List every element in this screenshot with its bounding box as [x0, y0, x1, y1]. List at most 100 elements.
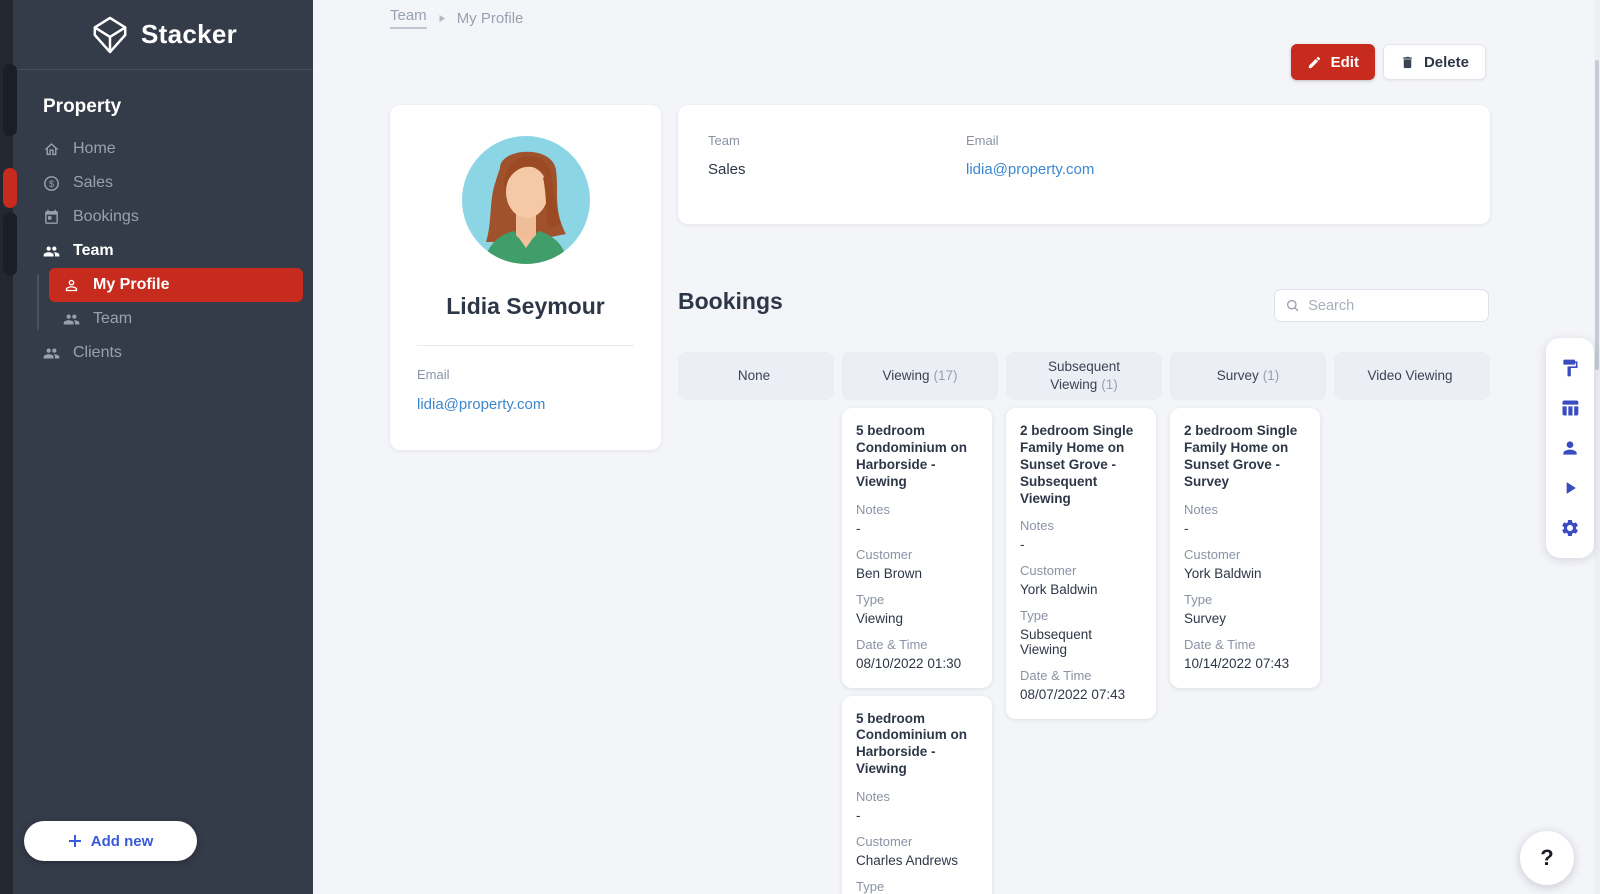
pencil-icon [1308, 56, 1320, 68]
scrollbar[interactable] [1594, 0, 1600, 894]
user-tool-button[interactable] [1550, 428, 1590, 468]
sidebar-item-sales[interactable]: $ Sales [29, 166, 303, 200]
booking-card-title: 2 bedroom Single Family Home on Sunset G… [1020, 423, 1134, 506]
card-field-value: Survey [1184, 610, 1227, 626]
edit-button[interactable]: Edit [1290, 44, 1375, 80]
card-field-label: Date & Time [856, 636, 928, 652]
table-icon [1562, 400, 1579, 416]
card-field-label: Date & Time [1020, 668, 1092, 684]
booking-card-title: 5 bedroom Condominium on Harborside - Vi… [856, 423, 967, 489]
trash-icon [1403, 56, 1412, 68]
sidebar-item-label: Clients [73, 344, 122, 361]
sidebar-item-my-profile[interactable]: My Profile [49, 268, 303, 302]
sidebar-section-title: Property [43, 96, 122, 117]
dollar-coin-icon: $ [44, 175, 59, 191]
field-label: Email [966, 133, 999, 148]
card-field-label: Type [856, 879, 885, 894]
delete-button[interactable]: Delete [1382, 44, 1486, 80]
card-field-label: Notes [856, 789, 890, 804]
card-field-value: York Baldwin [1020, 582, 1098, 598]
profile-email-label: Email [417, 367, 450, 382]
people-icon [63, 314, 80, 324]
card-field-value: - [1184, 520, 1189, 536]
gear-icon [1562, 520, 1578, 536]
bookings-section-title: Bookings [678, 288, 783, 314]
people-icon [43, 246, 60, 256]
sidebar-item-team[interactable]: Team [29, 234, 303, 268]
paint-roller-icon [1563, 359, 1578, 377]
column-count: (1) [1262, 368, 1280, 384]
column-header: Subsequent Viewing (1) [1006, 352, 1162, 400]
settings-tool-button[interactable] [1550, 508, 1590, 548]
column-label: Survey [1216, 368, 1259, 384]
breadcrumb-team-link[interactable]: Team [390, 7, 427, 29]
board-column-video-viewing: Video Viewing [1334, 352, 1490, 894]
card-field-value: 08/07/2022 07:43 [1020, 687, 1126, 703]
card-field-label: Type [856, 591, 885, 607]
booking-card[interactable]: 2 bedroom Single Family Home on Sunset G… [1006, 408, 1156, 720]
sidebar-item-label: Sales [73, 174, 114, 191]
sidebar-item-clients[interactable]: Clients [29, 336, 303, 370]
sidebar-nav: Home $ Sales Bookings Team My Profile Te… [13, 128, 313, 370]
breadcrumb: Team My Profile [390, 7, 523, 29]
booking-card[interactable]: 2 bedroom Single Family Home on Sunset G… [1170, 408, 1320, 688]
email-link[interactable]: lidia@property.com [966, 161, 1095, 178]
sidebar-item-bookings[interactable]: Bookings [29, 200, 303, 234]
board-column-subsequent-viewing: Subsequent Viewing (1) 2 bedroom Single F… [1006, 352, 1162, 894]
add-new-button[interactable]: Add new [24, 821, 197, 861]
column-header: Viewing (17) [842, 352, 998, 400]
stacker-logo-icon [93, 16, 127, 53]
play-tool-button[interactable] [1550, 468, 1590, 508]
sidebar-item-label: Team [93, 310, 133, 327]
card-field-value: - [856, 520, 861, 536]
delete-button-label: Delete [1423, 53, 1469, 71]
search-input[interactable] [1308, 297, 1477, 314]
svg-text:$: $ [49, 178, 54, 188]
sidebar-item-home[interactable]: Home [29, 132, 303, 166]
board-column-viewing: Viewing (17) 5 bedroom Condominium on Har… [842, 352, 998, 894]
home-icon [44, 142, 59, 155]
column-header: None [678, 352, 834, 400]
card-field-label: Customer [856, 834, 913, 849]
card-field-label: Type [1184, 591, 1213, 607]
booking-card-title: 5 bedroom Condominium on Harborside - Vi… [856, 710, 967, 777]
sidebar-subnav: My Profile Team [37, 268, 303, 336]
details-card: Team Sales Email lidia@property.com [678, 105, 1490, 224]
bookings-board: None Viewing (17) 5 bedroom Condominium o… [678, 352, 1490, 894]
sidebar-item-team-sub[interactable]: Team [49, 302, 303, 336]
column-header: Video Viewing [1334, 352, 1490, 400]
sidebar: Stacker Property Home $ Sales Bookings T… [13, 0, 313, 894]
booking-card[interactable]: 5 bedroom Condominium on Harborside - Vi… [842, 695, 992, 894]
card-field-label: Customer [1184, 546, 1241, 562]
table-tool-button[interactable] [1550, 388, 1590, 428]
card-field-value: 08/10/2022 01:30 [856, 655, 962, 671]
play-icon [1566, 482, 1576, 494]
people-icon [43, 348, 60, 358]
logo[interactable]: Stacker [13, 0, 313, 70]
booking-card-title: 2 bedroom Single Family Home on Sunset G… [1184, 423, 1298, 489]
edge-strip-active-indicator [3, 168, 17, 208]
booking-card[interactable]: 5 bedroom Condominium on Harborside - Vi… [842, 408, 992, 688]
profile-email-link[interactable]: lidia@property.com [417, 396, 546, 413]
breadcrumb-current: My Profile [456, 9, 524, 27]
record-actions: Edit Delete [1290, 44, 1486, 80]
help-button[interactable]: ? [1520, 831, 1574, 885]
card-field-label: Date & Time [1184, 636, 1256, 652]
sidebar-item-label: Team [73, 242, 114, 259]
edge-strip-item [3, 64, 17, 136]
sidebar-item-label: My Profile [93, 276, 170, 293]
card-field-label: Notes [856, 501, 890, 517]
edit-button-label: Edit [1330, 53, 1359, 71]
paint-tool-button[interactable] [1550, 348, 1590, 388]
card-field-label: Customer [1020, 563, 1077, 579]
board-column-none: None [678, 352, 834, 894]
divider [417, 345, 634, 346]
details-email-field: Email lidia@property.com [966, 133, 1094, 178]
column-header: Survey (1) [1170, 352, 1326, 400]
person-icon [65, 279, 78, 291]
field-value: Sales [708, 161, 746, 178]
details-team-field: Team Sales [708, 133, 746, 178]
workspace-edge-strip [0, 0, 17, 894]
scrollbar-thumb[interactable] [1595, 60, 1599, 370]
card-field-value: Viewing [856, 610, 904, 626]
